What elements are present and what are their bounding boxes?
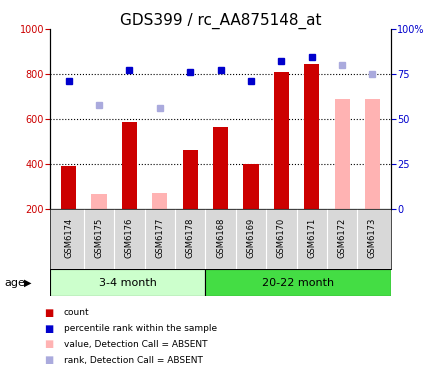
Text: age: age (4, 278, 25, 288)
Text: GSM6172: GSM6172 (337, 218, 346, 258)
Bar (61, 166, 76, 209)
Text: GSM6169: GSM6169 (246, 218, 255, 258)
Text: 20-22 month: 20-22 month (261, 278, 333, 288)
Text: percentile rank within the sample: percentile rank within the sample (64, 324, 216, 333)
Text: value, Detection Call = ABSENT: value, Detection Call = ABSENT (64, 340, 207, 349)
Text: GSM6176: GSM6176 (125, 218, 134, 258)
Text: ▶: ▶ (24, 278, 32, 288)
Bar (182, 150, 198, 209)
Text: GSM6173: GSM6173 (367, 218, 376, 258)
Bar (304, 64, 318, 209)
Text: GSM6175: GSM6175 (94, 218, 103, 258)
Text: GSM6171: GSM6171 (307, 218, 315, 258)
Bar (243, 164, 258, 209)
Bar (152, 193, 167, 209)
Text: rank, Detection Call = ABSENT: rank, Detection Call = ABSENT (64, 356, 202, 365)
Text: ■: ■ (44, 355, 53, 365)
Bar (50, 269, 205, 296)
Bar (334, 99, 349, 209)
Bar (212, 127, 228, 209)
Text: ■: ■ (44, 308, 53, 318)
Text: ■: ■ (44, 324, 53, 334)
Text: ■: ■ (44, 339, 53, 350)
Text: GSM6168: GSM6168 (215, 218, 225, 258)
Text: GSM6177: GSM6177 (155, 218, 164, 258)
Text: GSM6170: GSM6170 (276, 218, 285, 258)
Text: GSM6178: GSM6178 (185, 218, 194, 258)
Bar (122, 122, 137, 209)
Bar (205, 269, 390, 296)
Bar (91, 194, 106, 209)
Text: count: count (64, 309, 89, 317)
Text: 3-4 month: 3-4 month (99, 278, 156, 288)
Title: GDS399 / rc_AA875148_at: GDS399 / rc_AA875148_at (120, 13, 321, 29)
Bar (273, 72, 288, 209)
Bar (364, 99, 379, 209)
Text: GSM6174: GSM6174 (64, 218, 73, 258)
